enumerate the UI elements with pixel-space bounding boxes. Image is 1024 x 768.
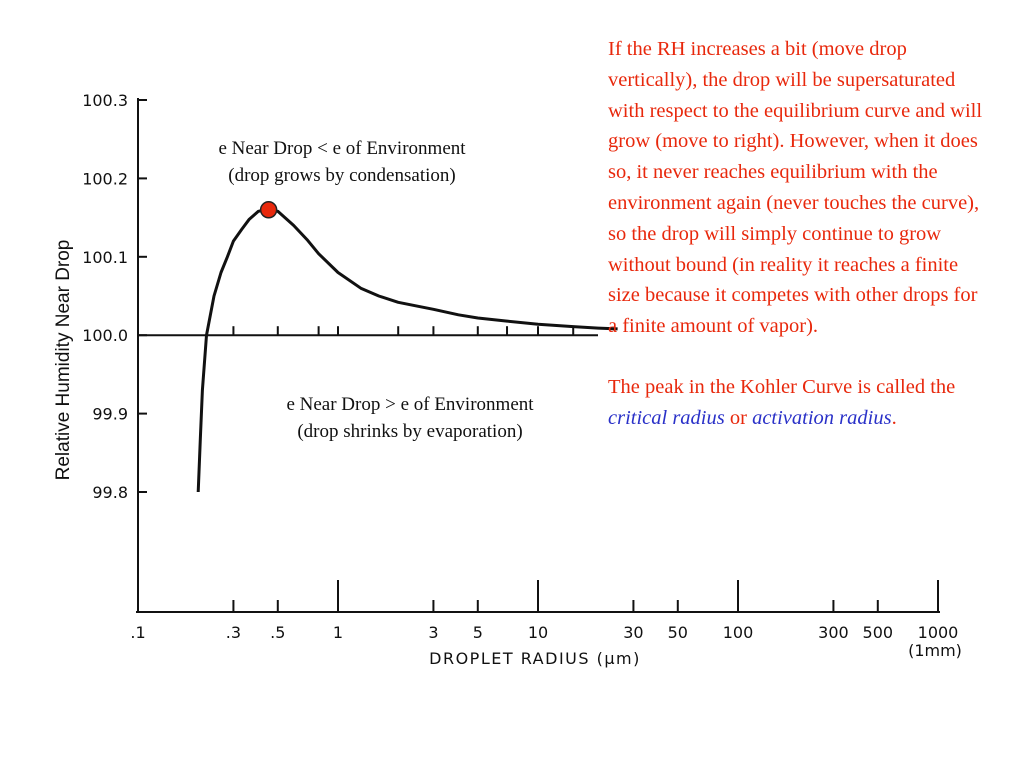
activation-radius-term: activation radius [752, 406, 892, 429]
para2-text-a: The peak in the Kohler Curve is called t… [608, 375, 956, 398]
x-tick-label: 1 [333, 623, 343, 642]
y-ticks: 99.8 99.9 100.0 100.1 100.2 100.3 [82, 91, 147, 502]
x-tick-label: 300 [818, 623, 849, 642]
kohler-curve-line [196, 207, 618, 493]
y-tick-label: 100.0 [82, 326, 128, 345]
para2-text-c: or [724, 406, 753, 429]
x-tick-label: 30 [623, 623, 643, 642]
x-tick-label: 500 [863, 623, 894, 642]
series-group [196, 201, 618, 493]
x-ticks: .1 .3 .5 1 3 5 10 30 50 100 300 500 1000 [130, 326, 958, 642]
y-tick-label: 99.9 [92, 405, 128, 424]
x-axis-extra-label: (1mm) [908, 641, 962, 660]
x-tick-label: 10 [528, 623, 548, 642]
critical-radius-point [259, 201, 278, 219]
para2-text-e: . [891, 406, 897, 429]
x-axis-label: DROPLET RADIUS (µm) [429, 649, 641, 668]
explanation-text: If the RH increases a bit (move drop ver… [608, 34, 983, 464]
y-axis-label: Relative Humidity Near Drop [53, 240, 74, 481]
x-tick-label: 100 [723, 623, 754, 642]
x-tick-label: 1000 [918, 623, 959, 642]
explanation-paragraph-1: If the RH increases a bit (move drop ver… [608, 38, 983, 338]
y-tick-label: 100.2 [82, 169, 128, 188]
critical-radius-term: critical radius [608, 406, 725, 429]
explanation-paragraph-2: The peak in the Kohler Curve is called t… [608, 372, 983, 434]
y-tick-label: 100.3 [82, 91, 128, 110]
annotation-line-2: (drop grows by condensation) [228, 165, 455, 186]
x-tick-label: 3 [428, 623, 438, 642]
x-tick-label: .1 [130, 623, 145, 642]
annotations: e Near Drop < e of Environment (drop grow… [218, 138, 534, 442]
annotation-line-1: e Near Drop < e of Environment [218, 138, 466, 159]
annotation-line-1: e Near Drop > e of Environment [286, 394, 534, 415]
y-tick-label: 99.8 [92, 483, 128, 502]
x-tick-label: .5 [270, 623, 285, 642]
x-tick-label: 50 [668, 623, 688, 642]
annotation-line-2: (drop shrinks by evaporation) [297, 421, 522, 442]
x-tick-label: .3 [226, 623, 241, 642]
y-tick-label: 100.1 [82, 248, 128, 267]
x-tick-label: 5 [473, 623, 483, 642]
